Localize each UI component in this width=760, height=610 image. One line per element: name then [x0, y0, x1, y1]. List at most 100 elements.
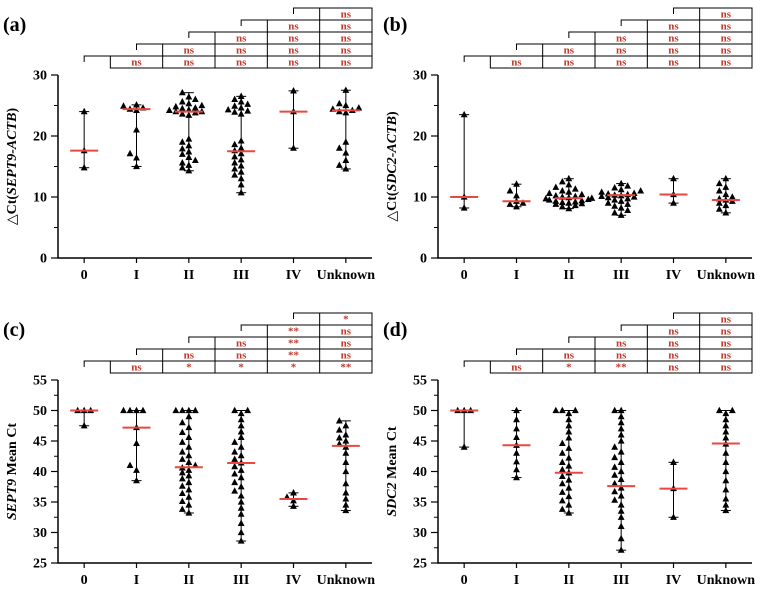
- data-point: [617, 437, 625, 444]
- y-axis-title: △Ct(SEPT9-ACTB): [5, 108, 20, 226]
- data-point: [237, 519, 245, 526]
- axes: [57, 75, 372, 259]
- data-point: [558, 472, 566, 479]
- x-category-label: Unknown: [317, 573, 376, 588]
- data-point: [231, 478, 239, 486]
- data-point: [80, 421, 88, 429]
- significance-label: ns: [616, 350, 627, 362]
- data-point: [244, 406, 252, 414]
- data-point: [237, 415, 245, 423]
- data-point: [558, 406, 566, 414]
- data-point: [565, 434, 573, 441]
- y-tick-label: 45: [33, 435, 47, 450]
- data-point: [237, 155, 245, 163]
- data-point: [715, 187, 723, 194]
- data-point: [237, 504, 245, 511]
- data-point: [611, 479, 619, 487]
- data-point: [722, 421, 730, 429]
- significance-label: ns: [511, 57, 522, 69]
- data-point: [178, 455, 186, 462]
- y-tick-label: 30: [33, 69, 47, 84]
- comparison-bracket: [136, 348, 373, 362]
- x-category-label: 0: [81, 573, 88, 588]
- significance-label: ns: [668, 326, 679, 338]
- significance-label: ns: [616, 45, 627, 57]
- significance-label: ns: [668, 338, 679, 350]
- comparison-bracket: [240, 324, 373, 338]
- significance-label: ns: [564, 45, 575, 57]
- data-point: [722, 409, 730, 417]
- data-point: [80, 163, 88, 171]
- data-point: [611, 443, 619, 450]
- comparison-bracket: [293, 7, 373, 21]
- data-point: [611, 196, 619, 203]
- significance-label: ns: [721, 362, 732, 374]
- panel-c: (c) 25 30 35 40 45 50 55 0 I II III IV Unknown SEPT9 …: [0, 305, 380, 610]
- data-point: [178, 98, 186, 105]
- data-point: [185, 135, 193, 142]
- data-point: [637, 187, 645, 194]
- data-point: [460, 110, 468, 118]
- data-point: [558, 488, 566, 495]
- data-point: [722, 486, 730, 493]
- comparison-bracket: [568, 336, 753, 350]
- chart-c: 25 30 35 40 45 50 55 0 I II III IV Unknown SEPT9 Mean…: [0, 305, 380, 610]
- significance-label: ns: [184, 57, 195, 69]
- data-point: [617, 458, 625, 465]
- data-point: [565, 462, 573, 469]
- data-point: [670, 458, 677, 465]
- data-point: [617, 522, 625, 529]
- data-point: [715, 205, 723, 212]
- significance-label: **: [340, 362, 352, 374]
- data-point: [513, 457, 520, 465]
- data-point: [237, 537, 245, 544]
- x-category-label: Unknown: [697, 268, 756, 283]
- significance-label: ns: [511, 362, 522, 374]
- data-point: [558, 496, 566, 504]
- data-point: [231, 470, 239, 477]
- significance-label: ns: [721, 57, 732, 69]
- panel-label-d: (d): [383, 319, 408, 341]
- data-point: [244, 100, 252, 107]
- data-point: [178, 406, 186, 414]
- data-point: [178, 110, 186, 117]
- significance-label: ns: [341, 350, 352, 362]
- comparison-bracket: [568, 31, 753, 45]
- data-point: [185, 458, 193, 465]
- data-point: [185, 486, 193, 493]
- data-point: [185, 141, 193, 149]
- data-point: [558, 198, 566, 206]
- data-point: [722, 190, 730, 198]
- data-point: [670, 513, 677, 520]
- data-point: [185, 478, 193, 486]
- data-point: [178, 159, 186, 166]
- data-point: [290, 144, 297, 151]
- data-point: [558, 177, 566, 185]
- data-point: [237, 162, 245, 169]
- data-point: [722, 458, 730, 465]
- comparison-bracket: [83, 360, 373, 374]
- data-point: [342, 86, 350, 93]
- data-point: [617, 448, 625, 455]
- data-point: [178, 482, 186, 489]
- axes: [57, 380, 372, 564]
- data-point: [185, 471, 193, 479]
- comparison-bracket: [188, 31, 373, 45]
- data-point: [513, 449, 520, 456]
- data-point: [513, 191, 520, 199]
- data-point: [565, 492, 573, 500]
- x-category-label: I: [514, 573, 519, 588]
- data-point: [178, 489, 186, 497]
- data-point: [565, 501, 573, 508]
- data-point: [185, 493, 193, 500]
- data-point: [728, 406, 736, 414]
- data-point: [342, 489, 350, 496]
- significance-label: **: [288, 326, 300, 338]
- data-point: [624, 206, 632, 214]
- significance-label: ns: [341, 21, 352, 33]
- data-point: [290, 502, 297, 509]
- data-point: [578, 190, 586, 198]
- data-point: [513, 473, 520, 481]
- data-point: [133, 406, 140, 414]
- data-point: [342, 421, 350, 429]
